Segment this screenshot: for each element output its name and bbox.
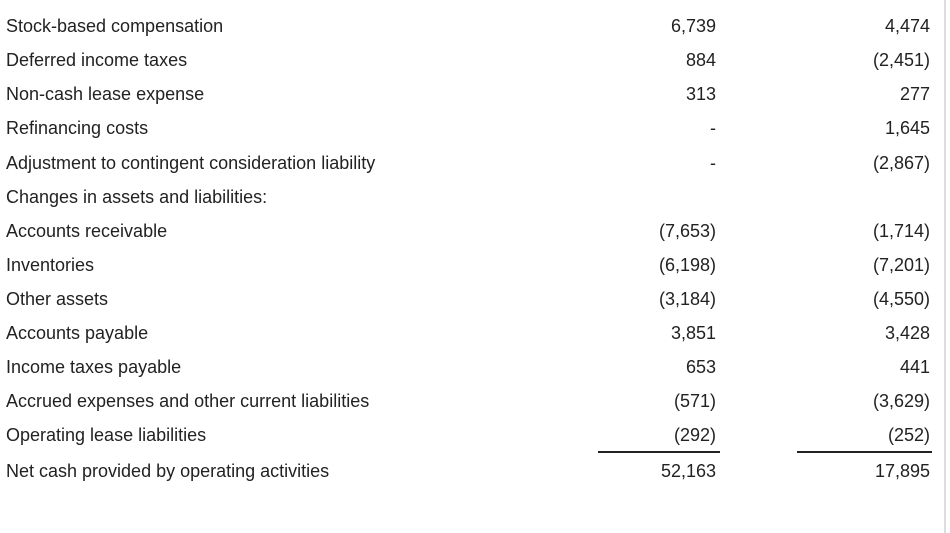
row-label: Other assets bbox=[6, 289, 109, 309]
page-edge bbox=[944, 0, 946, 533]
row-label: Stock-based compensation bbox=[6, 16, 224, 36]
row-label: Deferred income taxes bbox=[6, 50, 188, 70]
row-label: Inventories bbox=[6, 255, 95, 275]
row-value: (3,629) bbox=[872, 391, 930, 411]
total-rule bbox=[598, 451, 720, 453]
row-value: - bbox=[710, 153, 716, 173]
row-value: (571) bbox=[673, 391, 716, 411]
row-value: 1,645 bbox=[884, 118, 930, 138]
row-value: 3,851 bbox=[670, 323, 716, 343]
row-label: Accounts receivable bbox=[6, 221, 168, 241]
row-value: 17,895 bbox=[874, 461, 930, 481]
total-rule bbox=[797, 451, 932, 453]
row-label: Accounts payable bbox=[6, 323, 149, 343]
row-label: Net cash provided by operating activitie… bbox=[6, 461, 330, 481]
row-value: (252) bbox=[887, 425, 930, 445]
row-label: Operating lease liabilities bbox=[6, 425, 207, 445]
row-value: 441 bbox=[899, 357, 930, 377]
row-value: 4,474 bbox=[884, 16, 930, 36]
row-value: 884 bbox=[685, 50, 716, 70]
row-value: (4,550) bbox=[872, 289, 930, 309]
row-value: (292) bbox=[673, 425, 716, 445]
row-label: Adjustment to contingent consideration l… bbox=[6, 153, 376, 173]
row-value: - bbox=[710, 118, 716, 138]
row-value: 52,163 bbox=[660, 461, 716, 481]
row-label: Accrued expenses and other current liabi… bbox=[6, 391, 370, 411]
row-value: (3,184) bbox=[658, 289, 716, 309]
row-label: Changes in assets and liabilities: bbox=[6, 187, 268, 207]
row-value: 313 bbox=[685, 84, 716, 104]
row-value: (1,714) bbox=[872, 221, 930, 241]
row-value: 653 bbox=[685, 357, 716, 377]
row-value: (2,867) bbox=[872, 153, 930, 173]
row-value: (7,201) bbox=[872, 255, 930, 275]
row-value: 3,428 bbox=[884, 323, 930, 343]
row-value: 277 bbox=[899, 84, 930, 104]
row-value: 6,739 bbox=[670, 16, 716, 36]
row-label: Non-cash lease expense bbox=[6, 84, 205, 104]
row-value: (7,653) bbox=[658, 221, 716, 241]
row-value: (2,451) bbox=[872, 50, 930, 70]
row-value: (6,198) bbox=[658, 255, 716, 275]
row-label: Income taxes payable bbox=[6, 357, 182, 377]
row-label: Refinancing costs bbox=[6, 118, 149, 138]
